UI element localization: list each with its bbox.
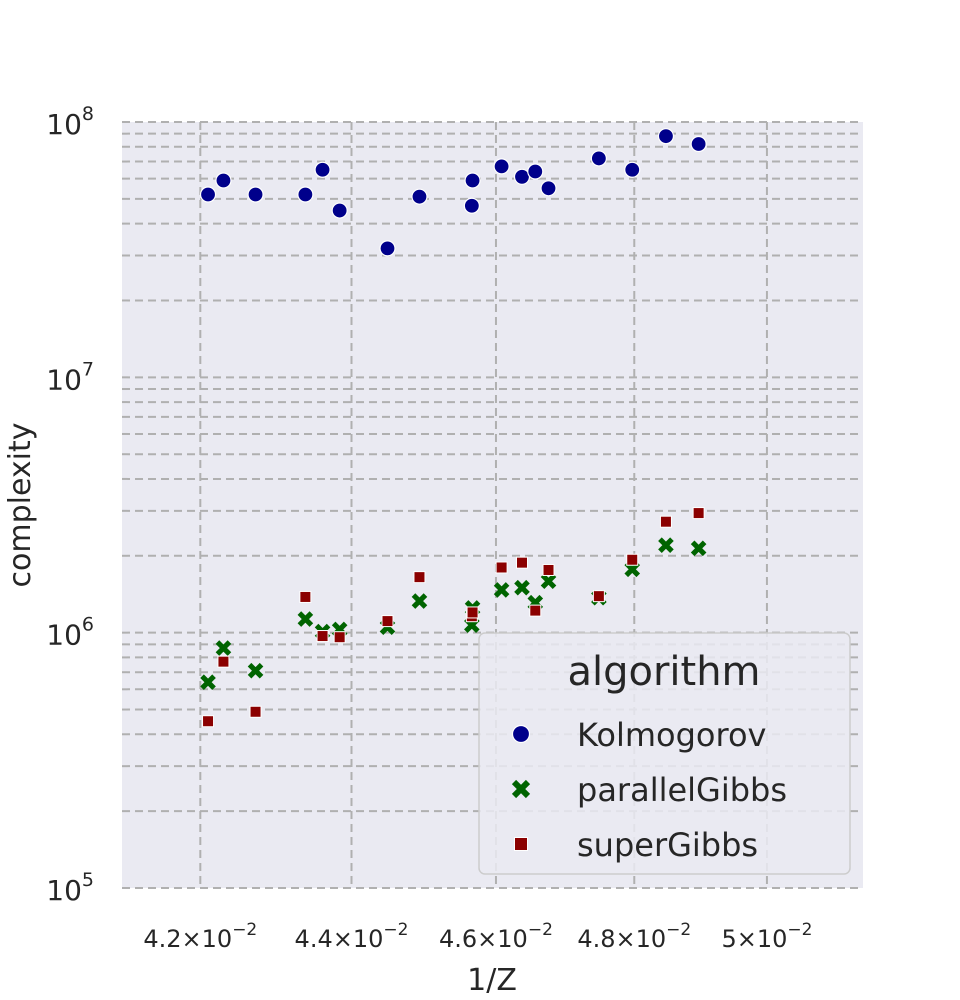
superGibbs-point <box>626 553 639 566</box>
x-axis-title: 1/Z <box>467 963 517 998</box>
x-tick-label: 4.6×10−2 <box>439 920 553 953</box>
legend-label-Kolmogorov: Kolmogorov <box>577 716 766 754</box>
superGibbs-point <box>381 615 394 628</box>
Kolmogorov-point <box>411 188 428 205</box>
parallelGibbs-point <box>247 662 264 679</box>
superGibbs-point <box>202 715 215 728</box>
legend-box <box>478 632 851 875</box>
Kolmogorov-point <box>657 128 675 145</box>
parallelGibbs-point <box>658 537 674 554</box>
superGibbs-point <box>249 705 262 718</box>
parallelGibbs-point <box>215 640 232 656</box>
superGibbs-point <box>659 515 672 528</box>
superGibbs-point <box>529 604 542 617</box>
x-tick-label: 4.2×10−2 <box>143 920 257 953</box>
x-tick-label: 5×10−2 <box>721 920 812 953</box>
parallelGibbs-point <box>411 593 428 609</box>
Kolmogorov-point <box>464 172 481 189</box>
Kolmogorov-point <box>690 135 707 153</box>
parallelGibbs-point <box>297 611 314 627</box>
superGibbs-point <box>413 571 426 584</box>
legend-entries: Kolmogorov parallelGibbs superGibbs <box>511 716 787 864</box>
y-tick-label: 108 <box>46 103 94 141</box>
minor-grid <box>122 132 863 813</box>
parallelGibbs-point <box>690 540 707 557</box>
Kolmogorov-point <box>493 158 510 175</box>
superGibbs-point <box>466 606 479 619</box>
legend-title: algorithm <box>567 649 760 695</box>
legend-marker-superGibbs <box>514 837 528 851</box>
y-tick-label: 106 <box>46 614 94 652</box>
Kolmogorov-point <box>247 186 264 203</box>
parallelGibbs-point <box>540 573 557 590</box>
superGibbs-series <box>202 507 705 728</box>
y-axis-title: complexity <box>3 423 38 588</box>
superGibbs-point <box>316 630 329 643</box>
Kolmogorov-point <box>331 202 348 219</box>
y-axis-ticks: 105 106 107 108 <box>46 103 94 907</box>
superGibbs-point <box>495 561 508 574</box>
Kolmogorov-point <box>199 186 217 203</box>
parallelGibbs-point <box>200 674 216 690</box>
y-tick-label: 105 <box>46 869 94 907</box>
legend: algorithm Kolmogorov parallelGibbs superGi… <box>478 632 851 875</box>
Kolmogorov-point <box>215 172 232 189</box>
Kolmogorov-point <box>314 161 331 178</box>
Kolmogorov-point <box>540 180 557 197</box>
legend-marker-parallelGibbs <box>511 779 531 799</box>
superGibbs-point <box>217 655 230 668</box>
x-tick-label: 4.8×10−2 <box>577 920 691 953</box>
legend-marker-Kolmogorov <box>511 724 531 744</box>
parallelGibbs-point <box>493 582 510 598</box>
x-axis-ticks: 4.2×10−2 4.4×10−2 4.6×10−2 4.8×10−2 5×10−2 <box>143 920 812 953</box>
parallelGibbs-point <box>514 579 530 596</box>
Kolmogorov-point <box>590 150 607 167</box>
superGibbs-point <box>333 631 346 644</box>
Kolmogorov-point <box>624 161 641 178</box>
Kolmogorov-point <box>379 240 396 257</box>
legend-label-parallelGibbs: parallelGibbs <box>577 771 787 809</box>
x-tick-label: 4.4×10−2 <box>295 920 409 953</box>
y-tick-label: 107 <box>46 358 94 396</box>
superGibbs-point <box>542 563 555 576</box>
superGibbs-point <box>299 590 312 603</box>
data-points <box>199 128 707 728</box>
Kolmogorov-point <box>297 186 314 203</box>
superGibbs-point <box>515 556 528 569</box>
superGibbs-point <box>692 507 705 520</box>
Kolmogorov-point <box>527 163 544 180</box>
legend-label-superGibbs: superGibbs <box>577 826 758 864</box>
Kolmogorov-series <box>199 128 707 257</box>
superGibbs-point <box>592 590 605 603</box>
Kolmogorov-point <box>463 197 480 214</box>
